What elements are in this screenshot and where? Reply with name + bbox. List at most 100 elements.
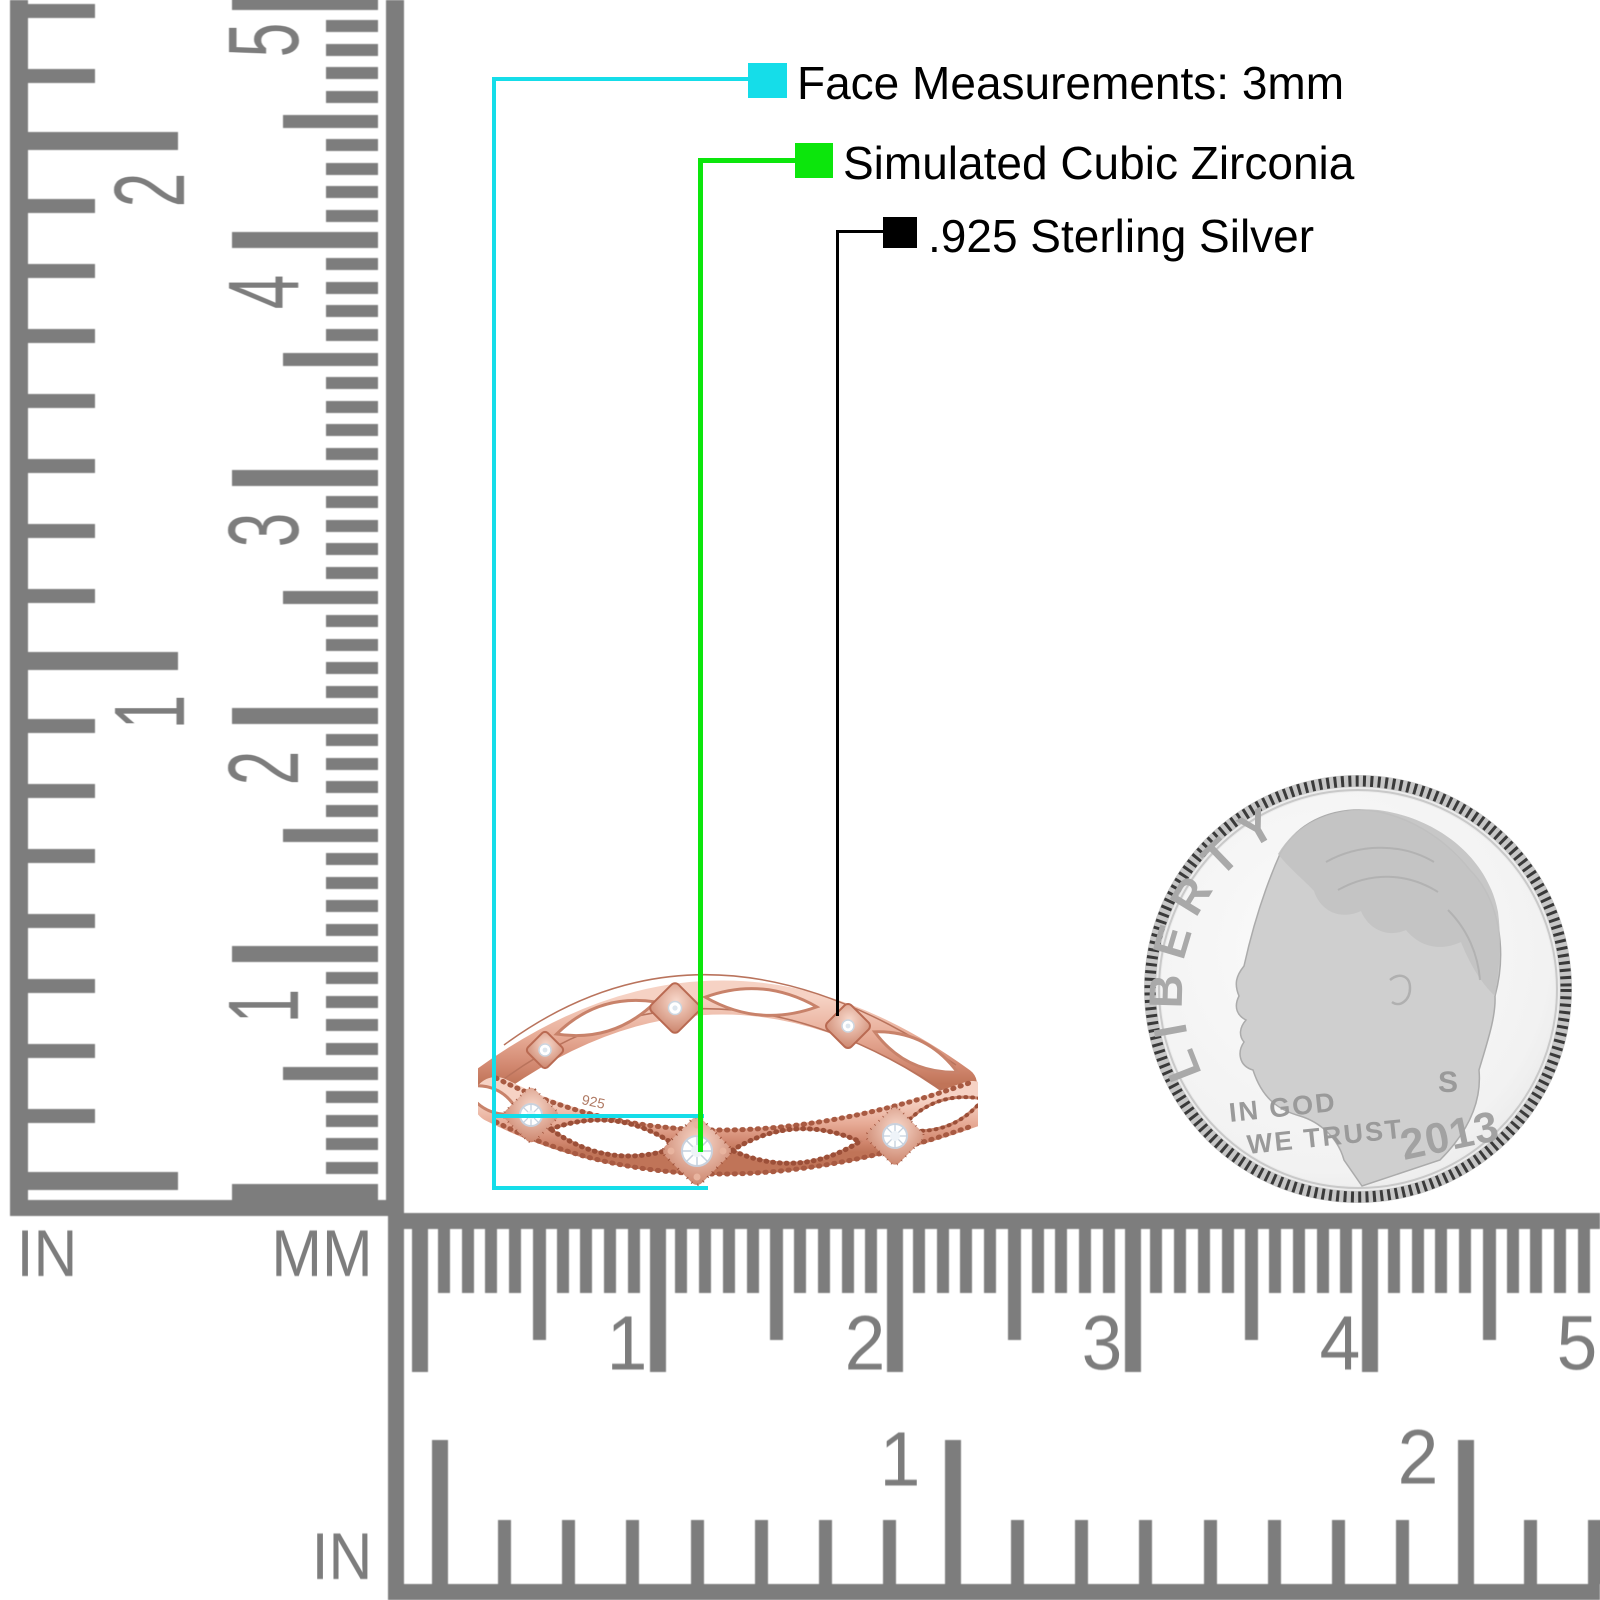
hruler-mm-tick: [1102, 1229, 1115, 1293]
hruler-mm-tick: [1079, 1229, 1091, 1293]
coin-rim-line: [1158, 789, 1558, 1189]
vruler-mm-tick: [326, 186, 378, 199]
ruler-tick: [818, 1520, 832, 1584]
vruler-mm-tick: [326, 614, 378, 627]
vruler-halfcm-tick: [283, 591, 378, 604]
vruler-mm-tick: [326, 91, 378, 104]
vruler-mm-tick: [326, 1114, 378, 1127]
ruler-tick: [28, 199, 95, 213]
hruler-mm-tick: [1506, 1229, 1519, 1293]
vruler-halfcm-tick: [283, 1067, 378, 1080]
hruler-mm-tick: [1197, 1229, 1210, 1293]
portrait-ear: [1389, 974, 1412, 1006]
ruler-tick: [1331, 1520, 1345, 1584]
sterling-silver-marker-square: [883, 217, 917, 248]
hruler-inch-tick: [1458, 1440, 1474, 1584]
hruler-mm-tick: [1221, 1229, 1234, 1293]
vruler-mm-tick: [326, 305, 378, 318]
hruler-halfcm-tick: [1007, 1229, 1021, 1340]
hruler-in-number-2: 2: [1397, 1414, 1439, 1501]
dime-coin: LIBERTY IN GOD WE TRUST S 2013: [1139, 775, 1572, 1203]
hruler-mm-tick: [1316, 1229, 1329, 1293]
vruler-mm-tick: [326, 971, 378, 984]
ruler-tick: [28, 69, 95, 83]
vruler-inch-tick: [28, 1172, 178, 1190]
vruler-halfcm-tick: [283, 115, 378, 128]
vruler-mm-tick: [326, 805, 378, 818]
ruler-tick: [690, 1520, 704, 1584]
face-measurement-label: Face Measurements: 3mm: [797, 57, 1345, 109]
hruler-mm-tick: [722, 1229, 735, 1293]
hruler-mm-tick: [817, 1229, 830, 1293]
vruler-mm-tick: [326, 686, 378, 699]
vruler-left-bar: [10, 0, 28, 1216]
ruler-tick: [882, 1520, 896, 1584]
vruler-mm-tick: [326, 257, 378, 270]
ring-back-marquise: [553, 987, 961, 1074]
hruler-mm-tick: [461, 1229, 474, 1293]
ring-back-edge: [503, 1007, 957, 1100]
hruler-bottom-bar: [388, 1584, 1600, 1600]
vruler-in-number-1: 1: [94, 694, 206, 730]
vruler-right-bar: [386, 0, 404, 1216]
cyan-leader-line-horizontal: [494, 77, 750, 81]
ring-milgrain-edge: [493, 1075, 975, 1133]
vruler-mm-tick: [326, 924, 378, 937]
ruler-tick: [1011, 1520, 1025, 1584]
vruler-cm-tick: [232, 708, 378, 724]
vruler-mm-tick: [326, 138, 378, 151]
ring-front-stations: [502, 1086, 925, 1187]
vruler-cm-tick: [232, 232, 378, 248]
hruler-mm-tick: [437, 1229, 450, 1293]
ruler-tick: [1075, 1520, 1089, 1584]
vruler-mm-tick: [326, 424, 378, 437]
hruler-mm-tick: [794, 1229, 806, 1293]
hruler-halfcm-tick: [1245, 1229, 1259, 1340]
vruler-mm-tick: [326, 638, 378, 651]
vruler-mm-tick: [326, 329, 378, 342]
hruler-in-label: IN: [311, 1519, 373, 1593]
portrait-hair: [1278, 809, 1500, 996]
hruler-mm-tick: [960, 1229, 973, 1293]
hruler-inch-tick: [432, 1440, 448, 1584]
black-leader-line-vertical: [836, 230, 839, 1016]
hruler-mm-tick: [912, 1229, 925, 1293]
ruler-tick: [28, 979, 95, 993]
vruler-mm-tick: [326, 900, 378, 913]
ruler-tick: [28, 459, 95, 473]
hruler-mm-tick: [1150, 1229, 1163, 1293]
hruler-mm-number-5: 5: [1556, 1300, 1598, 1387]
coin-reeding: [1144, 775, 1572, 1203]
hruler-mm-tick: [1411, 1229, 1424, 1293]
hruler-mm-tick: [746, 1229, 759, 1293]
vruler-mm-tick: [326, 733, 378, 746]
ruler-tick: [28, 849, 95, 863]
ruler-tick: [28, 719, 95, 733]
vruler-mm-number-1: 1: [208, 988, 320, 1024]
cyan-leader-line-vertical: [492, 77, 496, 1190]
face-measurement-marker-square: [748, 63, 787, 98]
hruler-mm-tick: [604, 1229, 616, 1293]
ruler-tick: [1203, 1520, 1217, 1584]
hruler-mm-tick: [1340, 1229, 1353, 1293]
hruler-mm-tick: [1459, 1229, 1471, 1293]
vruler-mm-tick: [326, 567, 378, 580]
ring-photo: 925: [478, 973, 978, 1187]
vruler-mm-tick: [326, 400, 378, 413]
portrait-hair-lines: [1325, 846, 1481, 981]
vruler-mm-tick: [326, 995, 378, 1008]
vruler-mm-tick: [326, 1162, 378, 1175]
hruler-mm-tick: [627, 1229, 640, 1293]
vruler-cm-tick: [232, 0, 378, 10]
hruler-left-bar: [388, 1213, 404, 1600]
hruler-top-bar: [388, 1213, 1600, 1229]
ring-stamp: 925: [580, 1091, 606, 1112]
vruler-cm-tick: [232, 1184, 378, 1200]
sterling-silver-label: .925 Sterling Silver: [928, 210, 1315, 262]
green-leader-line-horizontal: [700, 158, 796, 163]
vruler-halfcm-tick: [283, 829, 378, 842]
hruler-in-number-1: 1: [879, 1416, 921, 1503]
hruler-mm-tick: [1554, 1229, 1566, 1293]
hruler-cm-tick: [649, 1229, 666, 1372]
hruler-cm-tick: [412, 1229, 428, 1372]
